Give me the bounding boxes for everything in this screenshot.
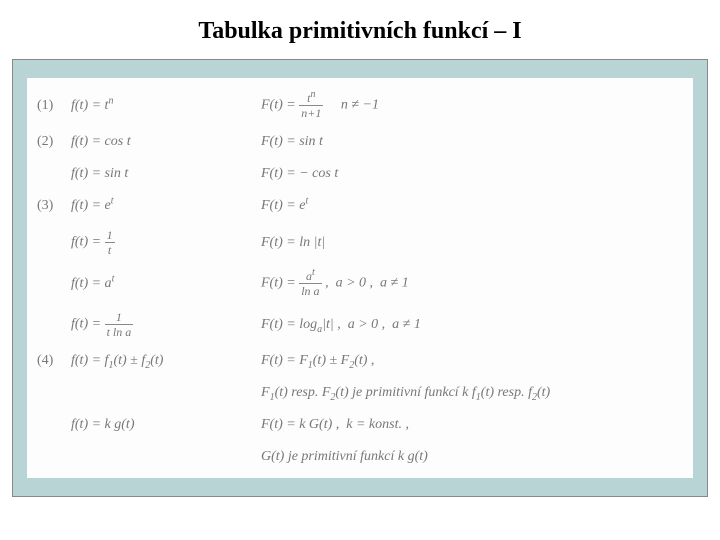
function-f: f(t) = tn (71, 98, 261, 114)
function-F: F(t) = loga|t| , a > 0 , a ≠ 1 (261, 317, 683, 333)
function-f: f(t) = et (71, 198, 261, 214)
function-f: f(t) = at (71, 276, 261, 292)
function-f: f(t) = cos t (71, 134, 261, 150)
table-row: F1(t) resp. F2(t) je primitivní funkcí k… (37, 384, 683, 402)
function-F: F(t) = atln a , a > 0 , a ≠ 1 (261, 270, 683, 297)
function-F: G(t) je primitivní funkcí k g(t) (261, 449, 683, 465)
table-row: (2)f(t) = cos tF(t) = sin t (37, 133, 683, 151)
function-F: F(t) = sin t (261, 134, 683, 150)
function-F: F(t) = ln |t| (261, 235, 683, 251)
function-F: F1(t) resp. F2(t) je primitivní funkcí k… (261, 385, 683, 401)
page-title: Tabulka primitivních funkcí – I (0, 0, 720, 59)
function-f: f(t) = 1t ln a (71, 311, 261, 338)
row-number: (2) (37, 134, 71, 150)
table-row: (4)f(t) = f1(t) ± f2(t)F(t) = F1(t) ± F2… (37, 352, 683, 370)
content-frame: (1)f(t) = tnF(t) = tnn+1 n ≠ −1(2)f(t) =… (12, 59, 708, 497)
table-row: (3)f(t) = etF(t) = et (37, 197, 683, 215)
table-row: f(t) = 1tF(t) = ln |t| (37, 229, 683, 256)
table-row: (1)f(t) = tnF(t) = tnn+1 n ≠ −1 (37, 92, 683, 119)
table-row: f(t) = sin tF(t) = − cos t (37, 165, 683, 183)
function-F: F(t) = tnn+1 n ≠ −1 (261, 92, 683, 119)
function-f: f(t) = f1(t) ± f2(t) (71, 353, 261, 369)
table-row: G(t) je primitivní funkcí k g(t) (37, 448, 683, 466)
function-F: F(t) = F1(t) ± F2(t) , (261, 353, 683, 369)
function-F: F(t) = − cos t (261, 166, 683, 182)
formula-table: (1)f(t) = tnF(t) = tnn+1 n ≠ −1(2)f(t) =… (27, 78, 693, 478)
function-F: F(t) = et (261, 198, 683, 214)
row-number: (4) (37, 353, 71, 369)
row-number: (1) (37, 98, 71, 114)
function-F: F(t) = k G(t) , k = konst. , (261, 417, 683, 433)
function-f: f(t) = k g(t) (71, 417, 261, 433)
table-row: f(t) = 1t ln aF(t) = loga|t| , a > 0 , a… (37, 311, 683, 338)
table-row: f(t) = atF(t) = atln a , a > 0 , a ≠ 1 (37, 270, 683, 297)
table-row: f(t) = k g(t)F(t) = k G(t) , k = konst. … (37, 416, 683, 434)
function-f: f(t) = sin t (71, 166, 261, 182)
function-f: f(t) = 1t (71, 229, 261, 256)
row-number: (3) (37, 198, 71, 214)
